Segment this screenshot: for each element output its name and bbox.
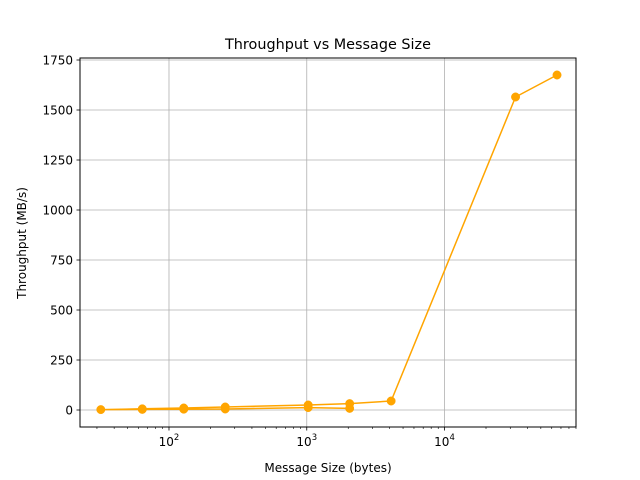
data-point: [137, 404, 147, 414]
x-tick-label: 104: [434, 433, 455, 449]
ticks-layer: 102 103 104 0 250 500 750 1000 1250 1500 1750: [42, 53, 577, 449]
y-tick-label: 500: [50, 303, 73, 317]
data-point: [552, 70, 562, 80]
y-tick-label: 250: [50, 353, 73, 367]
grid: [80, 58, 576, 427]
series-layer: [96, 70, 562, 415]
data-point: [345, 399, 355, 409]
x-tick-label: 103: [296, 433, 317, 449]
y-tick-label: 1250: [42, 153, 73, 167]
x-axis-label: Message Size (bytes): [264, 461, 391, 475]
data-point: [96, 405, 106, 415]
data-point: [303, 400, 313, 410]
x-tick-label: 102: [159, 433, 180, 449]
series-line: [100, 74, 558, 411]
data-point: [386, 396, 396, 406]
data-point: [511, 92, 520, 102]
y-tick-label: 1750: [42, 53, 73, 67]
data-point: [179, 403, 189, 413]
chart-title: Throughput vs Message Size: [224, 37, 431, 53]
data-point: [220, 402, 230, 412]
y-tick-label: 1500: [42, 103, 73, 117]
y-tick-label: 1000: [42, 203, 73, 217]
y-axis-label: Throughput (MB/s): [15, 187, 29, 300]
y-tick-label: 0: [65, 403, 73, 417]
y-tick-label: 750: [50, 253, 73, 267]
plot-frame: [79, 57, 577, 428]
